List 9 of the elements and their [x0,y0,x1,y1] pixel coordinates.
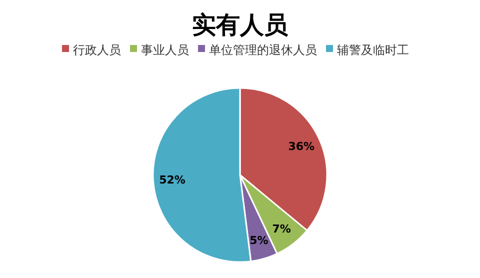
data-label: 52% [159,173,186,186]
data-label: 7% [272,222,291,236]
data-label: 36% [288,140,315,154]
data-label: 5% [250,234,268,248]
legend-label: 行政人员 [73,43,121,57]
legend-label: 事业人员 [141,43,189,57]
legend-label: 辅警及临时工 [337,43,409,57]
legend-label: 单位管理的退休人员 [209,43,317,57]
title: 实有人员 [192,10,288,39]
